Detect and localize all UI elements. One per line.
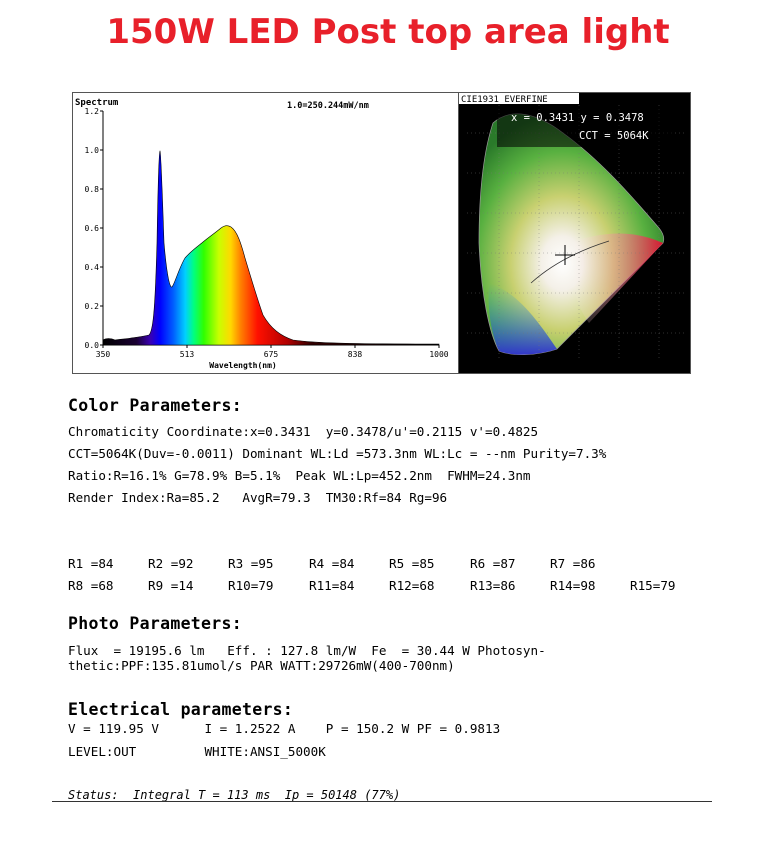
spectrum-xlabel: Wavelength(nm) bbox=[209, 361, 276, 370]
render-value: R10=79 bbox=[228, 578, 274, 593]
y-ticks: 0.0 0.2 0.4 0.6 0.8 1.0 1.2 bbox=[85, 107, 103, 350]
render-value: R2 =92 bbox=[148, 556, 194, 571]
x-tick-label: 350 bbox=[96, 350, 111, 359]
render-value: R15=79 bbox=[630, 578, 676, 593]
render-value: R14=98 bbox=[550, 578, 596, 593]
electrical-parameters-heading: Electrical parameters: bbox=[68, 700, 294, 719]
cie-blue-region bbox=[488, 283, 557, 355]
page-title: 150W LED Post top area light bbox=[106, 12, 670, 52]
x-tick-label: 513 bbox=[180, 350, 195, 359]
x-tick-label: 838 bbox=[348, 350, 363, 359]
status-divider bbox=[52, 801, 712, 802]
cie-diagram: CIE1931 EVERFINE x = 0.3431 y = 0.3478 C… bbox=[458, 92, 691, 374]
y-tick-label: 0.6 bbox=[85, 224, 100, 233]
cie-header-bg bbox=[459, 93, 579, 104]
y-tick-label: 1.2 bbox=[85, 107, 100, 116]
render-value: R5 =85 bbox=[389, 556, 435, 571]
render-value: R7 =86 bbox=[550, 556, 596, 571]
y-tick-label: 1.0 bbox=[85, 146, 100, 155]
render-value: R8 =68 bbox=[68, 578, 114, 593]
x-tick-label: 1000 bbox=[429, 350, 448, 359]
electrical-line-level: LEVEL:OUT WHITE:ANSI_5000K bbox=[68, 744, 326, 759]
cie-cct: CCT = 5064K bbox=[579, 130, 649, 142]
render-value: R6 =87 bbox=[470, 556, 516, 571]
electrical-line-values: V = 119.95 V I = 1.2522 A P = 150.2 W PF… bbox=[68, 721, 501, 736]
y-tick-label: 0.2 bbox=[85, 302, 100, 311]
y-tick-label: 0.8 bbox=[85, 185, 100, 194]
photo-line-par: thetic:PPF:135.81umol/s PAR WATT:29726mW… bbox=[68, 658, 455, 673]
render-value: R11=84 bbox=[309, 578, 355, 593]
status-line: Status: Integral T = 113 ms Ip = 50148 (… bbox=[68, 788, 401, 802]
spectrum-scale: 1.0=250.244mW/nm bbox=[287, 101, 369, 111]
render-value: R12=68 bbox=[389, 578, 435, 593]
x-tick-label: 675 bbox=[264, 350, 279, 359]
render-value: R1 =84 bbox=[68, 556, 114, 571]
cie-coords: x = 0.3431 y = 0.3478 bbox=[511, 112, 644, 124]
spectrum-chart: Spectrum 1.0=250.244mW/nm 0.0 0.2 0.4 0.6 0.… bbox=[72, 92, 459, 374]
x-ticks: 350 513 675 838 1000 bbox=[96, 345, 449, 359]
cie-svg: CIE1931 EVERFINE x = 0.3431 y = 0.3478 C… bbox=[459, 93, 690, 373]
cie-red-region bbox=[568, 233, 663, 323]
render-value: R9 =14 bbox=[148, 578, 194, 593]
color-line-render-index: Render Index:Ra=85.2 AvgR=79.3 TM30:Rf=8… bbox=[68, 490, 448, 505]
spectrum-svg: Spectrum 1.0=250.244mW/nm 0.00.20.40.60.… bbox=[75, 98, 449, 370]
photo-line-flux: Flux = 19195.6 lm Eff. : 127.8 lm/W Fe =… bbox=[68, 643, 546, 658]
y-tick-label: 0.0 bbox=[85, 341, 100, 350]
cie-header: CIE1931 EVERFINE bbox=[461, 95, 548, 105]
color-parameters-heading: Color Parameters: bbox=[68, 396, 242, 415]
render-value: R13=86 bbox=[470, 578, 516, 593]
photo-parameters-heading: Photo Parameters: bbox=[68, 614, 242, 633]
spectrum-curve bbox=[102, 150, 440, 346]
render-value: R3 =95 bbox=[228, 556, 274, 571]
y-tick-label: 0.4 bbox=[85, 263, 100, 272]
render-value: R4 =84 bbox=[309, 556, 355, 571]
color-line-chromaticity: Chromaticity Coordinate:x=0.3431 y=0.347… bbox=[68, 424, 539, 439]
color-line-ratio: Ratio:R=16.1% G=78.9% B=5.1% Peak WL:Lp=… bbox=[68, 468, 531, 483]
color-line-cct: CCT=5064K(Duv=-0.0011) Dominant WL:Ld =5… bbox=[68, 446, 607, 461]
spectrum-label: Spectrum bbox=[75, 98, 119, 108]
